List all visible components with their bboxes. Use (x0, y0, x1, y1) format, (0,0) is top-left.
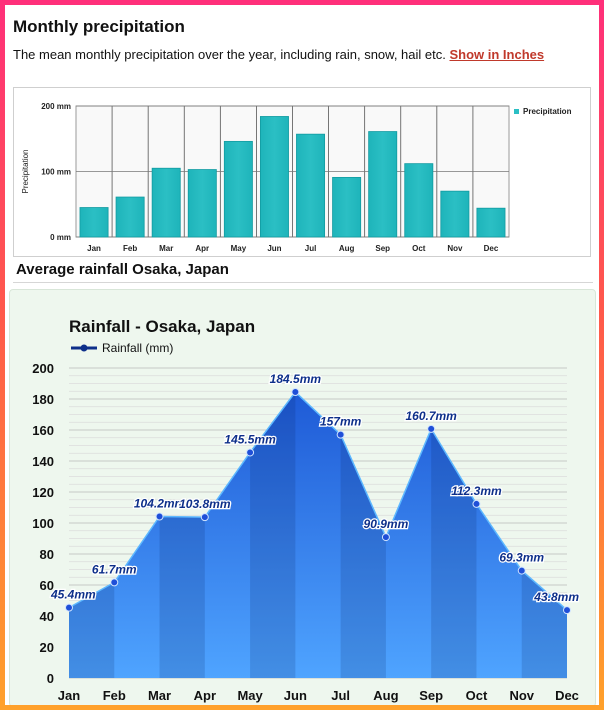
x-tick-label: Feb (123, 244, 137, 253)
point-aug (381, 533, 390, 542)
point-dec (563, 606, 571, 615)
x-tick-label: Jan (87, 244, 101, 253)
data-label: 90.9mm (364, 517, 409, 531)
y-tick-label: 160 (32, 423, 54, 438)
precipitation-bar-chart: 0 mm 100 mm 200 mm Precipitation Jan Feb Mar Ap… (13, 87, 591, 257)
y-tick-label: 120 (32, 485, 54, 500)
x-tick-label: Dec (555, 688, 579, 703)
x-tick-label: Feb (103, 688, 126, 703)
chart-title: Rainfall - Osaka, Japan (69, 317, 255, 336)
x-tick-label: Oct (466, 688, 488, 703)
data-label: 69.3mm (499, 551, 544, 565)
y-tick-label: 0 mm (50, 233, 71, 242)
y-tick-label: 140 (32, 454, 54, 469)
area-band (431, 428, 477, 678)
description-text: The mean monthly precipitation over the … (13, 47, 446, 62)
show-in-inches-link[interactable]: Show in Inches (449, 47, 545, 62)
x-tick-label: Nov (447, 244, 463, 253)
bar-nov (440, 190, 470, 238)
y-tick-label: 100 (32, 516, 54, 531)
data-label: 43.8mm (533, 590, 579, 604)
x-tick-label: Jun (267, 244, 281, 253)
area-band (69, 582, 115, 678)
area-band (250, 392, 296, 678)
bar-feb (115, 196, 145, 238)
point-jul (336, 430, 345, 439)
legend-label: Precipitation (523, 107, 572, 116)
x-tick-label: Nov (509, 688, 534, 703)
bar-aug (332, 176, 362, 238)
y-tick-label: 20 (40, 640, 54, 655)
x-tick-label: Dec (484, 244, 499, 253)
bar-jan (79, 207, 109, 238)
x-tick-label: Sep (419, 688, 443, 703)
bar-dec (476, 207, 506, 238)
x-tick-label: Jun (284, 688, 307, 703)
bar-oct (404, 163, 434, 238)
x-tick-label: Apr (194, 688, 216, 703)
area-band (521, 570, 567, 678)
bar-may (223, 140, 253, 238)
x-tick-label: May (231, 244, 247, 253)
series-line (68, 390, 568, 611)
point-feb (110, 578, 119, 587)
x-tick-label: Aug (339, 244, 355, 253)
data-label: 145.5mm (224, 432, 276, 446)
data-label: 112.3mm (451, 484, 502, 498)
y-tick-label: 100 mm (41, 168, 71, 177)
point-jun (291, 388, 300, 397)
legend-marker (80, 344, 88, 352)
data-label: 184.5mm (270, 372, 322, 386)
area-band (340, 434, 386, 678)
point-may (246, 448, 255, 457)
x-tick-label: Jan (58, 688, 80, 703)
point-jan (65, 603, 73, 612)
y-tick-label: 200 mm (41, 102, 71, 111)
legend-swatch (514, 109, 519, 114)
legend-label: Rainfall (mm) (102, 341, 173, 355)
y-tick-label: 60 (40, 578, 54, 593)
bar-apr (187, 169, 217, 238)
x-tick-label: Mar (148, 688, 171, 703)
bar-sep (368, 131, 398, 238)
data-label: 160.7mm (405, 409, 457, 423)
x-tick-label: Mar (159, 244, 173, 253)
point-oct (472, 499, 481, 508)
point-mar (155, 512, 164, 521)
rainfall-subtitle: Average rainfall Osaka, Japan (16, 261, 229, 278)
x-tick-label: Jul (305, 244, 317, 253)
area-chart-svg: Rainfall - Osaka, Japan Rainfall (mm) 0 20 4… (32, 317, 580, 703)
data-label: 103.8mm (179, 497, 231, 511)
y-axis-label: Precipitation (21, 149, 30, 193)
point-sep (427, 424, 436, 433)
area-band (159, 516, 205, 678)
page: Monthly precipitation The mean monthly p… (5, 5, 599, 705)
divider (13, 282, 593, 283)
x-tick-label: May (237, 688, 263, 703)
point-nov (517, 566, 526, 575)
area-fill (69, 392, 567, 678)
section-title: Monthly precipitation (13, 17, 185, 36)
bar-mar (151, 167, 181, 238)
y-tick-label: 80 (40, 547, 54, 562)
data-label: 45.4mm (50, 588, 96, 602)
x-tick-label: Jul (331, 688, 350, 703)
data-label: 157mm (320, 415, 362, 429)
bar-chart-svg: 0 mm 100 mm 200 mm Precipitation Jan Feb Mar Ap… (21, 102, 572, 253)
point-apr (200, 513, 209, 522)
rainfall-area-chart: Rainfall - Osaka, Japan Rainfall (mm) 0 20 4… (9, 289, 596, 705)
y-tick-label: 40 (40, 609, 54, 624)
x-tick-label: Oct (412, 244, 426, 253)
bar-jul (296, 133, 326, 238)
bar-jun (259, 116, 289, 238)
y-tick-label: 0 (47, 671, 54, 686)
y-tick-label: 200 (32, 361, 54, 376)
x-tick-label: Aug (373, 688, 398, 703)
data-label: 104.2mm (134, 496, 186, 510)
section-description: The mean monthly precipitation over the … (13, 47, 544, 62)
x-tick-label: Apr (195, 244, 209, 253)
x-tick-label: Sep (375, 244, 390, 253)
y-tick-label: 180 (32, 392, 54, 407)
data-label: 61.7mm (92, 562, 137, 576)
